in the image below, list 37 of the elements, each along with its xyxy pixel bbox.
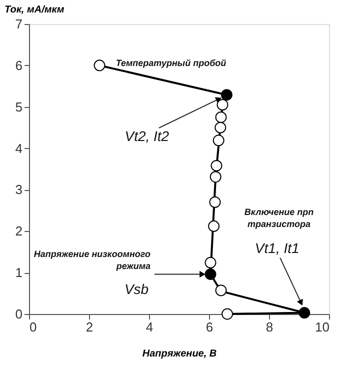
point [298, 307, 310, 318]
point [209, 196, 221, 208]
x-tick-label: 10 [315, 320, 330, 334]
y-tick-label: 6 [15, 58, 22, 73]
point [210, 171, 222, 183]
point [212, 134, 224, 146]
x-tick-label: 4 [146, 320, 154, 334]
point [222, 308, 234, 320]
annotation: Напряжение низкоомного режима [34, 249, 151, 272]
y-tick-label: 0 [15, 306, 22, 322]
y-tick-label: 2 [15, 224, 22, 239]
point [216, 99, 228, 111]
y-tick-label: 3 [15, 182, 22, 198]
annotation: Температурный пробой [116, 58, 227, 68]
x-tick-label: 6 [206, 320, 214, 334]
point [208, 220, 220, 232]
y-tick-label: 4 [15, 140, 22, 156]
x-tick-label: 8 [266, 320, 274, 334]
point [210, 160, 222, 172]
annotation: Vt1, It1 [254, 240, 300, 256]
point [215, 111, 227, 123]
y-tick-label: 7 [15, 16, 22, 32]
point [215, 284, 227, 296]
annotation: Включение npn транзистора [244, 207, 314, 229]
x-tick-label: 0 [30, 320, 37, 334]
annotation: Vsb [124, 281, 149, 298]
x-tick-label: 2 [86, 320, 94, 334]
point [204, 268, 216, 280]
y-axis-title: Ток, мА/мкм [4, 4, 65, 16]
y-tick-label: 1 [15, 265, 22, 280]
x-axis-title: Напряжение, В [142, 348, 217, 360]
point [214, 122, 226, 134]
point [220, 89, 232, 101]
annotation: Vt2, It2 [124, 128, 170, 144]
y-tick-label: 5 [15, 99, 22, 114]
point [94, 60, 106, 72]
point [204, 256, 216, 268]
